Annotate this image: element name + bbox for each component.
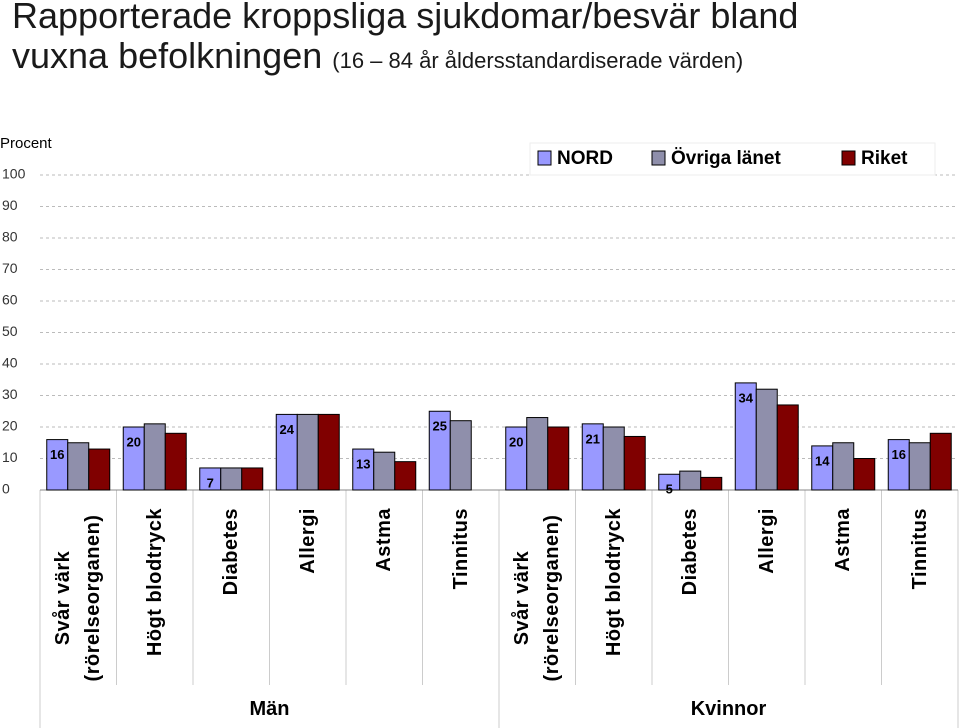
legend-swatch bbox=[537, 150, 552, 166]
label-text: Högt blodtryck bbox=[143, 508, 166, 657]
x-tick-label: Allergi bbox=[270, 508, 346, 688]
label-text: Allergi bbox=[755, 508, 778, 574]
data-label: 34 bbox=[739, 390, 754, 405]
x-tick-label: Diabetes bbox=[652, 508, 728, 688]
data-label: 5 bbox=[666, 482, 673, 497]
data-label: 13 bbox=[356, 456, 370, 471]
bar bbox=[241, 467, 264, 491]
legend-label: Övriga länet bbox=[671, 148, 781, 169]
y-tick-label: 60 bbox=[2, 292, 18, 308]
label-text: Män bbox=[249, 698, 290, 720]
data-label: 25 bbox=[433, 419, 447, 434]
x-tick-label: Astma bbox=[805, 508, 881, 688]
x-tick-label: Diabetes bbox=[193, 508, 269, 688]
bar bbox=[88, 448, 111, 491]
x-tick-label: Tinnitus bbox=[423, 508, 499, 688]
bar bbox=[296, 413, 319, 491]
data-label: 20 bbox=[127, 434, 141, 449]
bar bbox=[547, 426, 570, 491]
data-label: 7 bbox=[207, 475, 214, 490]
label-text: Svår värk (rörelseorganen) bbox=[511, 514, 564, 682]
bar bbox=[755, 388, 778, 491]
x-tick-label: Svår värk (rörelseorganen) bbox=[40, 508, 116, 688]
bar bbox=[373, 451, 396, 491]
bar bbox=[832, 442, 855, 491]
label-text: Högt blodtryck bbox=[602, 508, 625, 657]
y-tick-label: 90 bbox=[2, 197, 18, 213]
x-tick-label: Svår värk (rörelseorganen) bbox=[499, 508, 575, 688]
y-tick-label: 40 bbox=[2, 355, 18, 371]
data-label: 24 bbox=[280, 422, 295, 437]
bar bbox=[317, 413, 340, 491]
data-label: 21 bbox=[586, 431, 600, 446]
bar bbox=[449, 420, 472, 491]
x-tick-label: Tinnitus bbox=[882, 508, 958, 688]
legend-swatch bbox=[651, 150, 666, 166]
y-tick-label: 100 bbox=[2, 166, 26, 182]
legend-swatch bbox=[841, 150, 856, 166]
y-tick-label: 10 bbox=[2, 449, 18, 465]
y-tick-label: 80 bbox=[2, 229, 18, 245]
bar bbox=[853, 458, 876, 491]
bar bbox=[602, 426, 625, 491]
y-tick-label: 30 bbox=[2, 386, 18, 402]
y-axis-label: Procent bbox=[0, 135, 53, 152]
label-text: Diabetes bbox=[679, 508, 702, 596]
group-label: Kvinnor bbox=[691, 698, 767, 721]
bar bbox=[623, 435, 646, 491]
bar bbox=[526, 417, 549, 491]
title-text: Rapporterade kroppsliga sjukdomar/besvär… bbox=[12, 0, 799, 76]
bar bbox=[220, 467, 243, 491]
legend: NORD Övriga länet Riket bbox=[529, 142, 936, 176]
label-text: Diabetes bbox=[220, 508, 243, 596]
y-tick-label: 0 bbox=[2, 481, 10, 497]
bar bbox=[67, 442, 90, 491]
bar bbox=[776, 404, 799, 491]
bar bbox=[143, 423, 166, 491]
label-text: Astma bbox=[373, 508, 396, 572]
x-tick-label: Astma bbox=[346, 508, 422, 688]
x-tick-label: Högt blodtryck bbox=[117, 508, 193, 688]
y-tick-label: 50 bbox=[2, 323, 18, 339]
chart-title: Rapporterade kroppsliga sjukdomar/besvär… bbox=[12, 0, 892, 81]
label-text: Svår värk (rörelseorganen) bbox=[52, 514, 105, 682]
bar bbox=[164, 432, 187, 491]
bar bbox=[929, 432, 952, 491]
x-tick-label: Högt blodtryck bbox=[576, 508, 652, 688]
data-label: 16 bbox=[50, 447, 64, 462]
group-label: Män bbox=[250, 698, 290, 721]
label-text: Tinnitus bbox=[908, 508, 931, 590]
y-tick-label: 70 bbox=[2, 260, 18, 276]
data-label: 20 bbox=[509, 434, 523, 449]
bar bbox=[394, 461, 417, 491]
legend-label: NORD bbox=[557, 148, 613, 169]
bar bbox=[679, 470, 702, 491]
data-label: 16 bbox=[892, 447, 906, 462]
legend-box bbox=[529, 142, 936, 176]
label-text: Kvinnor bbox=[690, 698, 767, 720]
legend-label: Riket bbox=[861, 148, 908, 169]
bar bbox=[908, 442, 931, 491]
y-tick-label: 20 bbox=[2, 418, 18, 434]
bar bbox=[700, 476, 723, 491]
chart-subtitle: (16 – 84 år åldersstandardiserade värden… bbox=[332, 48, 744, 73]
label-text: Tinnitus bbox=[449, 508, 472, 590]
label-text: Astma bbox=[832, 508, 855, 572]
data-label: 14 bbox=[815, 453, 830, 468]
label-text: Allergi bbox=[296, 508, 319, 574]
x-tick-label: Allergi bbox=[729, 508, 805, 688]
